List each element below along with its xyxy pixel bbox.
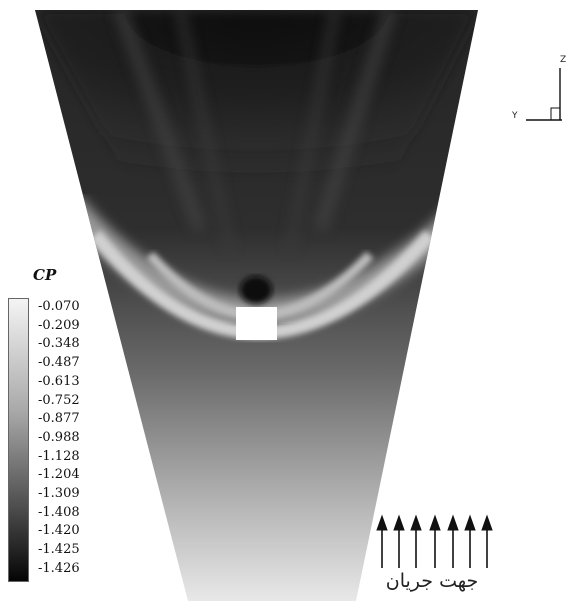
legend-level-label: -1.426 — [38, 560, 80, 576]
z-axis-label: Z — [560, 55, 567, 65]
flow-arrow — [429, 514, 441, 568]
legend-level-label: -0.752 — [38, 392, 80, 408]
obstacle-block — [236, 307, 277, 340]
legend-title: CP — [33, 266, 57, 284]
flow-arrow — [481, 514, 493, 568]
flow-arrow — [376, 514, 388, 568]
legend-level-label: -0.988 — [38, 429, 80, 445]
legend-level-label: -0.487 — [38, 355, 80, 371]
legend-level-label: -0.070 — [38, 299, 80, 314]
legend-level-label: -0.877 — [38, 411, 80, 427]
legend-level-label: -1.425 — [38, 542, 80, 558]
legend-level-label: -0.348 — [38, 336, 80, 352]
flow-arrow — [410, 514, 422, 568]
legend-level-label: -0.613 — [38, 373, 80, 389]
axis-triad — [526, 68, 562, 121]
flow-arrow — [393, 514, 405, 568]
legend-level-label: -0.209 — [38, 317, 80, 333]
legend-color-bar — [8, 298, 29, 582]
legend-level-label: -1.408 — [38, 504, 80, 520]
legend-level-label: -1.420 — [38, 523, 80, 539]
flow-arrow — [464, 514, 476, 568]
legend-level-label: -1.128 — [38, 448, 80, 464]
flow-direction-label: جهت جریان — [385, 570, 479, 592]
legend-level-label: -1.204 — [38, 467, 80, 483]
legend-level-label: -1.309 — [38, 486, 80, 501]
flow-arrow — [447, 514, 459, 568]
flow-direction-arrows — [376, 514, 493, 568]
y-axis-label: Y — [512, 111, 518, 121]
